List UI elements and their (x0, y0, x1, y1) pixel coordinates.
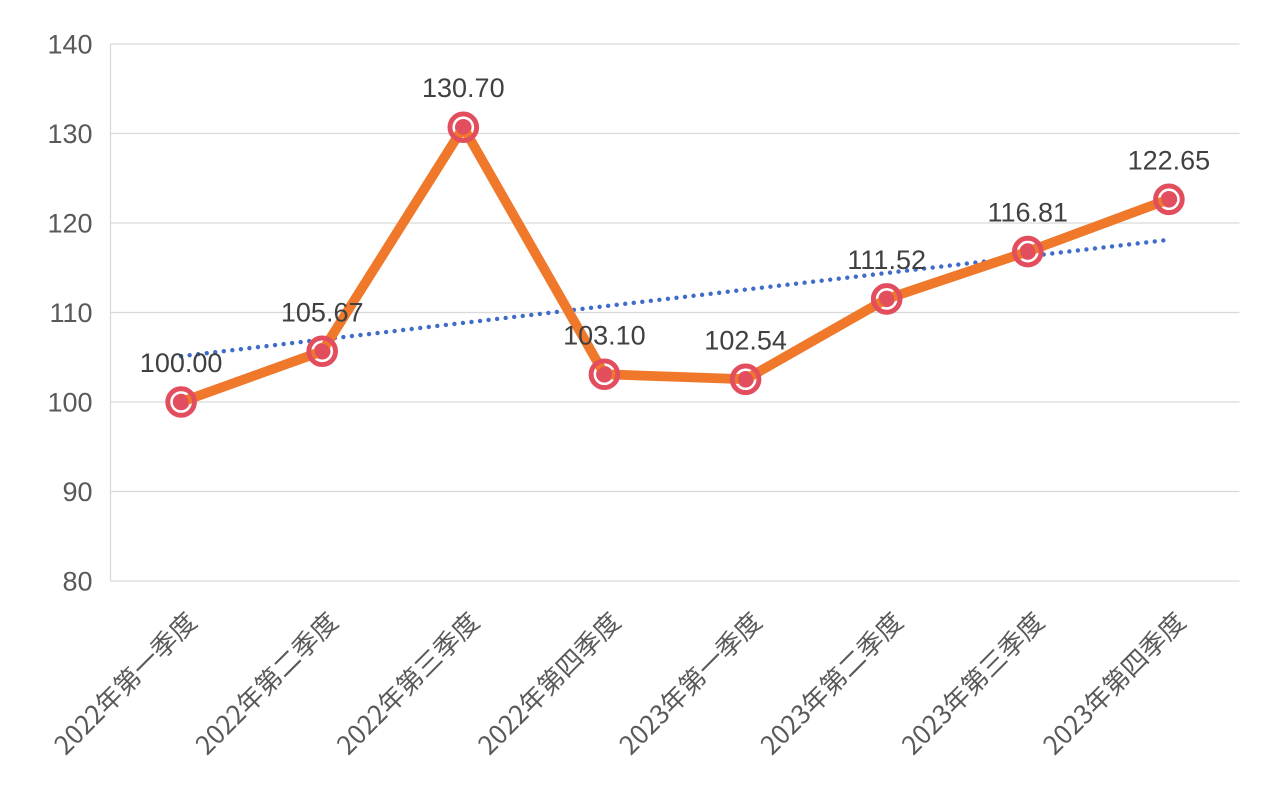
svg-text:140: 140 (47, 30, 92, 60)
svg-text:90: 90 (62, 477, 92, 507)
svg-text:122.65: 122.65 (1128, 145, 1211, 175)
svg-text:130.70: 130.70 (422, 73, 505, 103)
svg-text:103.10: 103.10 (563, 320, 646, 350)
svg-text:111.52: 111.52 (847, 245, 926, 275)
svg-text:120: 120 (47, 209, 92, 239)
svg-text:80: 80 (62, 567, 92, 597)
svg-text:130: 130 (47, 119, 92, 149)
svg-text:116.81: 116.81 (988, 198, 1069, 228)
svg-text:100.00: 100.00 (140, 348, 223, 378)
svg-text:105.67: 105.67 (281, 297, 364, 327)
svg-text:102.54: 102.54 (704, 325, 787, 355)
svg-text:110: 110 (49, 298, 92, 328)
svg-text:100: 100 (47, 388, 92, 418)
